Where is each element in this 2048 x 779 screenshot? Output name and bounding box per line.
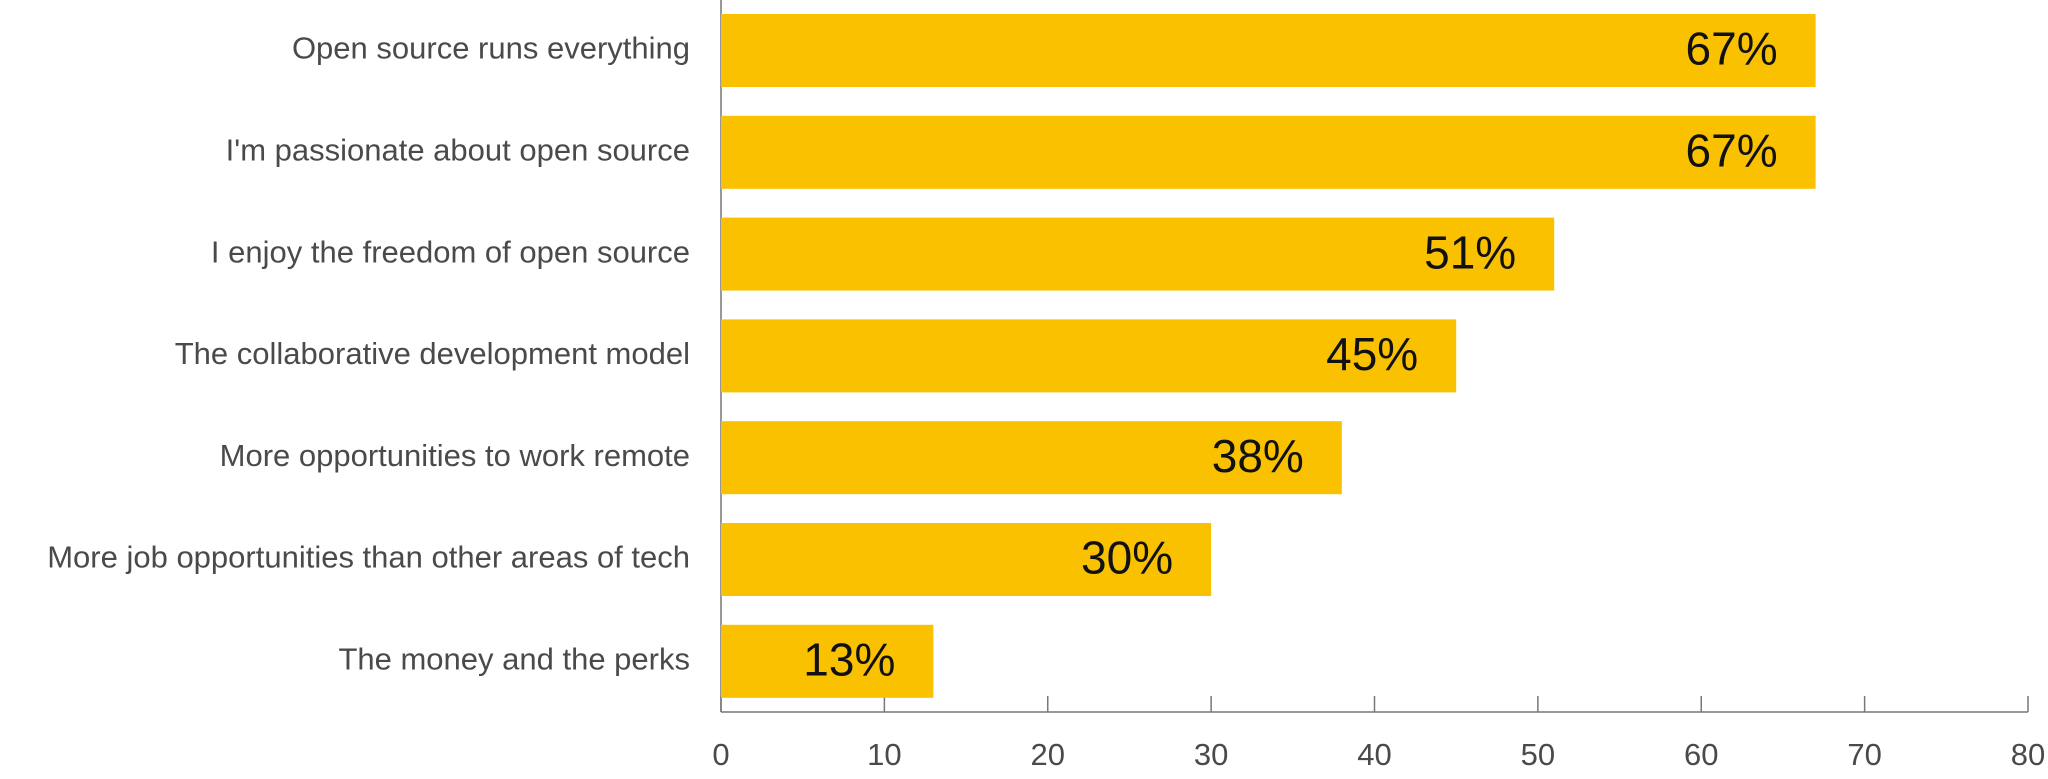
value-label: 51%	[1424, 226, 1516, 278]
category-label: I enjoy the freedom of open source	[211, 234, 690, 269]
x-tick-label: 60	[1684, 737, 1718, 772]
category-label: The money and the perks	[338, 641, 690, 676]
value-label: 38%	[1212, 430, 1304, 482]
x-tick-label: 10	[867, 737, 901, 772]
bar	[721, 115, 1816, 189]
category-label: The collaborative development model	[175, 336, 690, 371]
value-label: 13%	[803, 633, 895, 685]
x-tick-label: 20	[1031, 737, 1065, 772]
bar	[721, 523, 1212, 596]
bar	[721, 624, 934, 698]
category-label: Open source runs everything	[292, 31, 690, 66]
value-label: 30%	[1081, 532, 1173, 584]
value-label: 67%	[1686, 124, 1778, 176]
value-label: 45%	[1326, 328, 1418, 380]
x-tick-label: 30	[1194, 737, 1228, 772]
x-tick-label: 0	[712, 737, 729, 772]
bar	[721, 14, 1816, 87]
bar	[721, 217, 1555, 291]
category-label: More job opportunities than other areas …	[47, 540, 690, 575]
x-tick-label: 70	[1847, 737, 1881, 772]
x-tick-label: 40	[1357, 737, 1391, 772]
bar	[721, 319, 1457, 393]
x-tick-label: 50	[1521, 737, 1555, 772]
x-tick-label: 80	[2011, 737, 2045, 772]
value-label: 67%	[1686, 23, 1778, 75]
category-label: I'm passionate about open source	[226, 132, 690, 167]
category-label: More opportunities to work remote	[220, 438, 690, 473]
bar	[721, 421, 1342, 495]
